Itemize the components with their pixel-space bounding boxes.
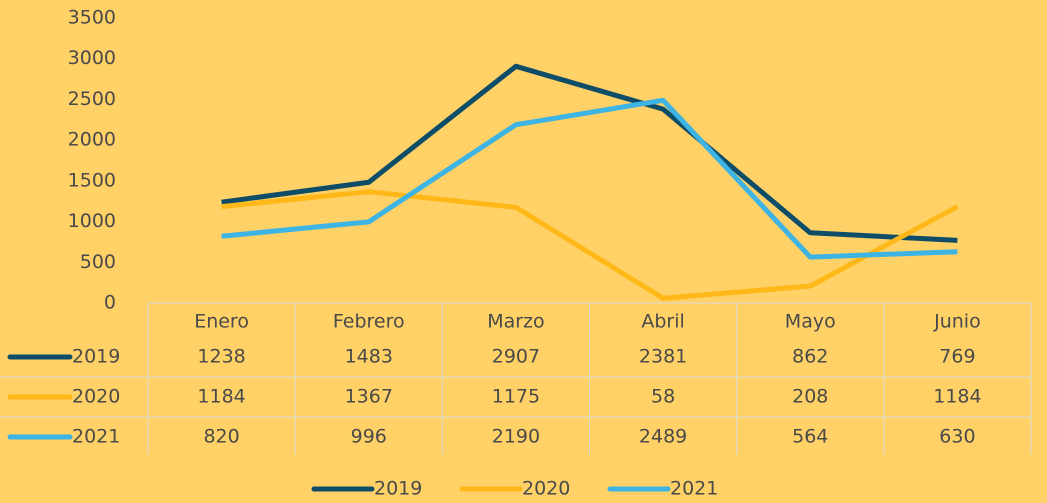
series-line: [221, 189, 959, 301]
table-cell: 820: [203, 426, 239, 448]
y-tick-label: 2500: [68, 88, 116, 110]
table-cell: 630: [939, 426, 975, 448]
table-cell: 2489: [639, 426, 687, 448]
y-tick-label: 1500: [68, 169, 116, 191]
table-row-label: 2019: [72, 346, 120, 368]
y-tick-label: 3000: [68, 47, 116, 69]
legend-label: 2021: [670, 478, 718, 500]
legend-label: 2020: [522, 478, 570, 500]
y-tick-label: 0: [104, 292, 116, 314]
y-tick-label: 1000: [68, 210, 116, 232]
y-tick-label: 500: [80, 251, 116, 273]
legend-label: 2019: [374, 478, 422, 500]
series-line: [221, 97, 958, 260]
table-cell: 2907: [492, 346, 540, 368]
table-row-label: 2020: [72, 386, 120, 408]
table-cell: 1483: [345, 346, 393, 368]
table-cell: 769: [939, 346, 975, 368]
y-tick-label: 3500: [68, 7, 116, 29]
table-cell: 1238: [197, 346, 245, 368]
table-cell: 58: [651, 386, 675, 408]
table-cell: 2381: [639, 346, 687, 368]
table-cell: 1184: [197, 386, 245, 408]
x-tick-label: Junio: [933, 311, 981, 333]
table-cell: 1367: [345, 386, 393, 408]
table-cell: 862: [792, 346, 828, 368]
x-tick-label: Abril: [641, 311, 684, 333]
x-tick-label: Enero: [194, 311, 249, 333]
table-row-label: 2021: [72, 426, 120, 448]
table-cell: 2190: [492, 426, 540, 448]
x-tick-label: Mayo: [785, 311, 836, 333]
table-cell: 996: [351, 426, 387, 448]
x-tick-label: Febrero: [333, 311, 405, 333]
table-cell: 1184: [933, 386, 981, 408]
table-cell: 208: [792, 386, 828, 408]
x-tick-label: Marzo: [487, 311, 544, 333]
y-tick-label: 2000: [68, 129, 116, 151]
table-cell: 564: [792, 426, 828, 448]
table-cell: 1175: [492, 386, 540, 408]
series-line: [221, 63, 958, 243]
